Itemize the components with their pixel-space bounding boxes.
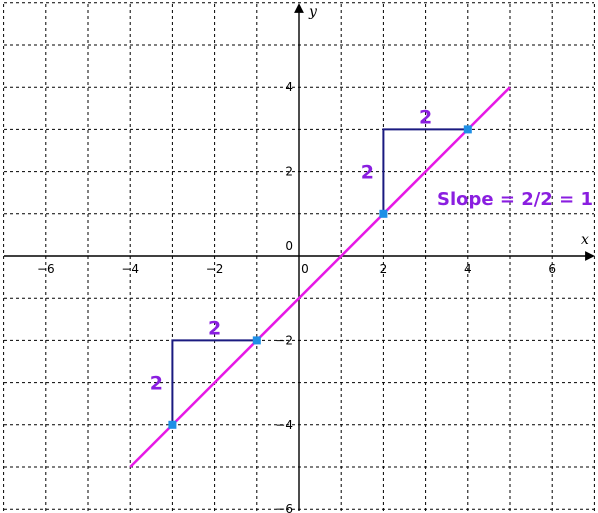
data-point xyxy=(379,209,388,218)
y-tick-label: −2 xyxy=(275,333,293,347)
slope-triangle-legs xyxy=(171,339,257,425)
y-tick-label: −6 xyxy=(275,502,293,513)
annotations: Slope = 2/2 = 1 xyxy=(437,189,593,210)
slope-annotation: Slope = 2/2 = 1 xyxy=(437,189,593,210)
data-point xyxy=(463,125,472,134)
tick-labels: −6 −4 −2 2 4 6 4 2 −2 −4 −6 00 xyxy=(37,80,556,513)
x-tick-label: 6 xyxy=(548,262,556,276)
y-tick-label: 2 xyxy=(285,165,293,179)
x-tick-label: −2 xyxy=(206,262,224,276)
origin-label-x: 0 xyxy=(301,262,309,276)
run-label: 2 xyxy=(419,106,432,128)
y-tick-label: 4 xyxy=(285,80,293,94)
data-point xyxy=(252,336,261,345)
rise-label: 2 xyxy=(361,162,374,184)
axes: xy xyxy=(4,3,595,511)
slope-triangles: 2 2 2 2 xyxy=(150,106,468,425)
x-axis-label: x xyxy=(581,232,589,248)
x-tick-label: −6 xyxy=(37,262,55,276)
rise-label: 2 xyxy=(150,373,163,395)
data-point xyxy=(168,420,177,429)
origin-label-y: 0 xyxy=(285,239,293,253)
x-tick-label: −4 xyxy=(121,262,139,276)
y-axis-label: y xyxy=(308,4,318,20)
x-tick-label: 2 xyxy=(380,262,388,276)
series-line xyxy=(129,86,511,468)
slope-triangle-legs xyxy=(382,128,468,214)
data-points xyxy=(168,125,472,429)
run-label: 2 xyxy=(208,317,221,339)
series xyxy=(129,86,511,468)
y-tick-label: −4 xyxy=(275,418,293,432)
x-tick-label: 4 xyxy=(464,262,472,276)
